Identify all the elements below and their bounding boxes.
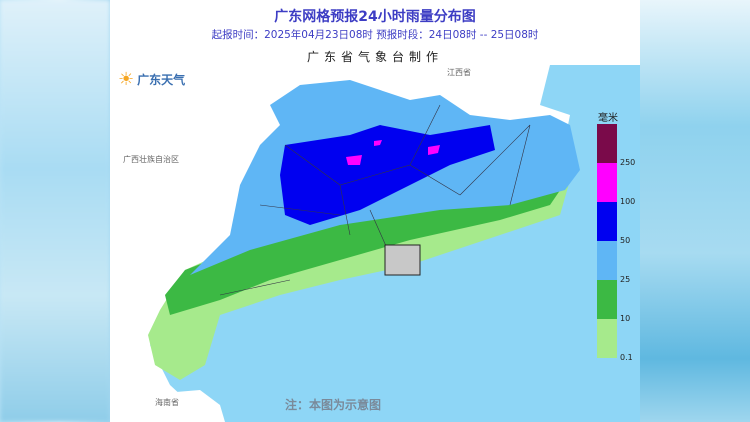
- rainfall-map-panel: 广东网格预报24小时雨量分布图 起报时间：2025年04月23日08时 预报时段…: [110, 0, 640, 422]
- rainfall-map: ☀ 广东天气 江西省 广西壮族自治区 海南省 注：本图为示意图 毫米 250 1…: [110, 65, 640, 422]
- guangdong-weather-logo: ☀ 广东天气: [118, 69, 186, 90]
- rain-blue: [280, 125, 495, 225]
- map-title: 广东网格预报24小时雨量分布图: [274, 9, 476, 25]
- rain-magenta-2: [428, 145, 440, 155]
- sun-cloud-logo-icon: ☀: [118, 69, 135, 90]
- rain-green: [165, 183, 565, 315]
- legend-swatch-250: [597, 124, 617, 163]
- legend-swatch-25: [597, 241, 617, 280]
- city-boundaries: [219, 104, 531, 296]
- forecast-time: 起报时间：2025年04月23日08时 预报时段：24日08时 -- 25日08…: [211, 29, 539, 41]
- legend-tick: 0.1: [620, 353, 633, 362]
- legend-tick: 10: [620, 314, 631, 323]
- label-guangxi: 广西壮族自治区: [123, 155, 179, 164]
- rain-magenta-1: [346, 155, 362, 165]
- legend-swatch-100: [597, 163, 617, 202]
- legend-swatch-50: [597, 202, 617, 241]
- rain-magenta-3: [374, 140, 382, 146]
- label-hainan: 海南省: [155, 398, 179, 407]
- rain-light-green: [148, 180, 570, 380]
- guangdong-map-svg: [110, 65, 580, 422]
- rainfall-legend: 毫米 250 100 50 25 10 0.1: [596, 109, 640, 362]
- blurred-background-left: [0, 0, 110, 422]
- legend-tick: 100: [620, 197, 636, 206]
- legend-swatch-0.1: [597, 319, 617, 358]
- legend-tick: 50: [620, 236, 631, 245]
- label-jiangxi: 江西省: [447, 68, 471, 77]
- pearl-river-delta-box: [384, 244, 421, 276]
- legend-unit: 毫米: [598, 113, 618, 124]
- legend-tick: 250: [620, 158, 636, 167]
- legend-swatch-10: [597, 280, 617, 319]
- legend-tick: 25: [620, 275, 631, 284]
- map-maker: 广东省气象台制作: [306, 50, 443, 64]
- map-note: 注：本图为示意图: [285, 398, 382, 412]
- blurred-background-right: [640, 0, 750, 422]
- hainan-land: [130, 390, 225, 422]
